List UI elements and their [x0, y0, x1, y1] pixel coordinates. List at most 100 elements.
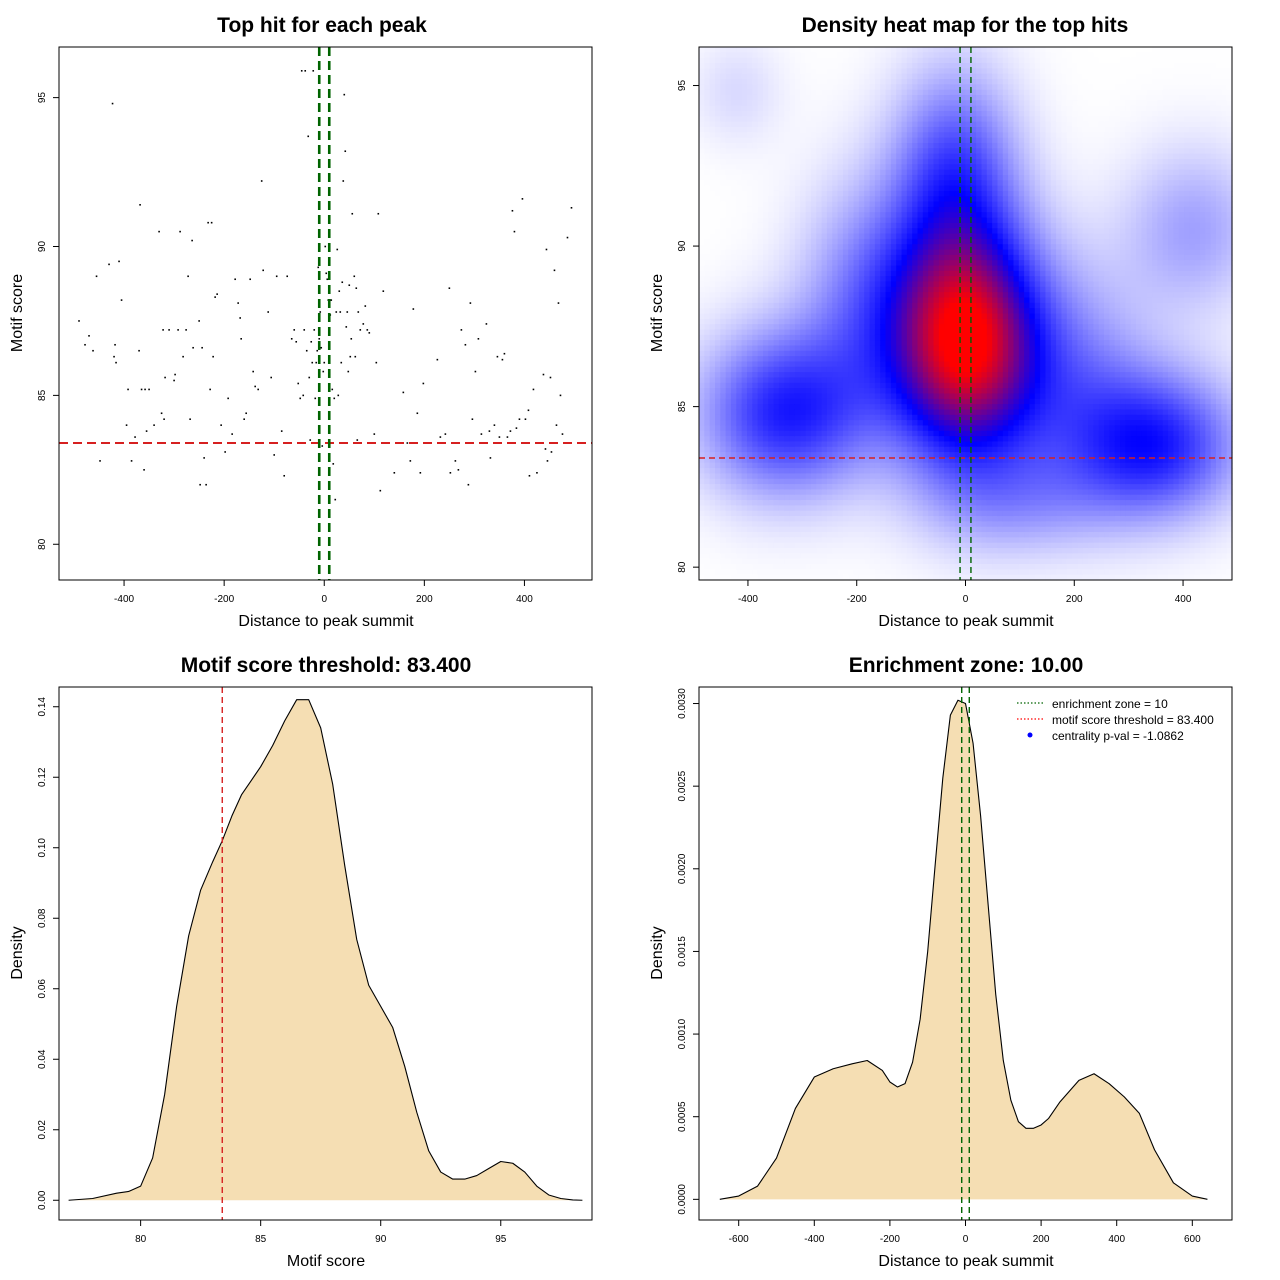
- heat-cell: [794, 436, 801, 443]
- heat-cell: [885, 68, 892, 75]
- heat-cell: [730, 393, 737, 400]
- heat-cell: [725, 105, 732, 112]
- data-point: [199, 483, 201, 486]
- heat-cell: [949, 116, 956, 123]
- heat-cell: [773, 361, 780, 368]
- heat-cell: [869, 377, 876, 384]
- data-point: [359, 329, 362, 331]
- heat-cell: [896, 217, 903, 224]
- heat-cell: [821, 297, 828, 304]
- heat-cell: [874, 212, 881, 219]
- heat-cell: [736, 153, 743, 160]
- heat-cell: [773, 244, 780, 251]
- heat-cell: [874, 494, 881, 501]
- heat-cell: [699, 473, 705, 480]
- heat-cell: [917, 201, 924, 208]
- heat-cell: [768, 110, 775, 117]
- heat-cell: [768, 148, 775, 155]
- heat-cell: [746, 473, 753, 480]
- heat-cell: [762, 404, 769, 411]
- heat-cell: [800, 377, 807, 384]
- heat-cell: [741, 185, 748, 192]
- heat-cell: [778, 510, 785, 517]
- heat-cell: [832, 441, 839, 448]
- heat-cell: [896, 233, 903, 240]
- heat-cell: [880, 478, 887, 485]
- heat-cell: [890, 78, 897, 85]
- heat-cell: [933, 500, 940, 506]
- heat-cell: [720, 164, 727, 171]
- heat-cell: [762, 190, 769, 197]
- heat-cell: [762, 484, 769, 490]
- heat-cell: [869, 126, 876, 133]
- heat-cell: [778, 366, 785, 373]
- heat-cell: [778, 414, 785, 421]
- heat-cell: [762, 366, 769, 373]
- data-point: [339, 311, 342, 313]
- heat-cell: [720, 158, 727, 165]
- data-point: [153, 424, 155, 426]
- heat-cell: [858, 308, 865, 315]
- heat-cell: [832, 94, 839, 101]
- heat-cell: [789, 372, 796, 379]
- heat-cell: [912, 324, 919, 331]
- heat-cell: [714, 73, 721, 80]
- heat-cell: [922, 366, 929, 373]
- heat-cell: [709, 308, 716, 315]
- heat-cell: [821, 505, 828, 512]
- heat-cell: [853, 329, 860, 336]
- heat-cell: [762, 244, 769, 251]
- heat-cell: [896, 57, 903, 64]
- heat-cell: [816, 473, 823, 480]
- heat-cell: [885, 478, 892, 485]
- heat-cell: [778, 302, 785, 309]
- heat-cell: [752, 270, 759, 277]
- heat-cell: [821, 329, 828, 336]
- heat-cell: [810, 180, 817, 187]
- heat-cell: [938, 148, 945, 155]
- heat-cell: [832, 521, 839, 528]
- heat-cell: [928, 260, 935, 267]
- heat-cell: [800, 238, 807, 245]
- heat-cell: [890, 372, 897, 379]
- heat-cell: [906, 361, 913, 368]
- heat-cell: [773, 500, 780, 506]
- heat-cell: [933, 318, 940, 325]
- heat-cell: [944, 89, 951, 96]
- heat-cell: [864, 334, 871, 341]
- heat-cell: [896, 452, 903, 459]
- heat-cell: [704, 68, 711, 75]
- data-point: [555, 424, 558, 426]
- heat-cell: [880, 420, 887, 427]
- heat-cell: [730, 121, 737, 128]
- heat-cell: [736, 132, 743, 139]
- heat-cell: [842, 553, 849, 560]
- heat-cell: [800, 174, 807, 181]
- heat-cell: [709, 217, 716, 224]
- heat-cell: [784, 132, 791, 139]
- heat-cell: [848, 372, 855, 379]
- heat-cell: [810, 249, 817, 256]
- heat-cell: [810, 500, 817, 506]
- heat-cell: [874, 414, 881, 421]
- heat-cell: [842, 377, 849, 384]
- data-point: [254, 385, 256, 388]
- heat-cell: [906, 153, 913, 160]
- heat-cell: [917, 350, 924, 357]
- heat-cell: [826, 356, 833, 363]
- heat-cell: [848, 137, 855, 144]
- heat-cell: [784, 89, 791, 96]
- heat-cell: [714, 484, 721, 490]
- heat-cell: [821, 169, 828, 176]
- heat-cell: [746, 201, 753, 208]
- heat-cell: [874, 100, 881, 107]
- heat-cell: [949, 73, 956, 80]
- heat-cell: [704, 153, 711, 160]
- heat-cell: [885, 398, 892, 405]
- heat-cell: [858, 78, 865, 85]
- heat-cell: [773, 366, 780, 373]
- heat-cell: [699, 169, 705, 176]
- heat-cell: [874, 569, 881, 576]
- heat-cell: [736, 521, 743, 528]
- heat-cell: [784, 313, 791, 320]
